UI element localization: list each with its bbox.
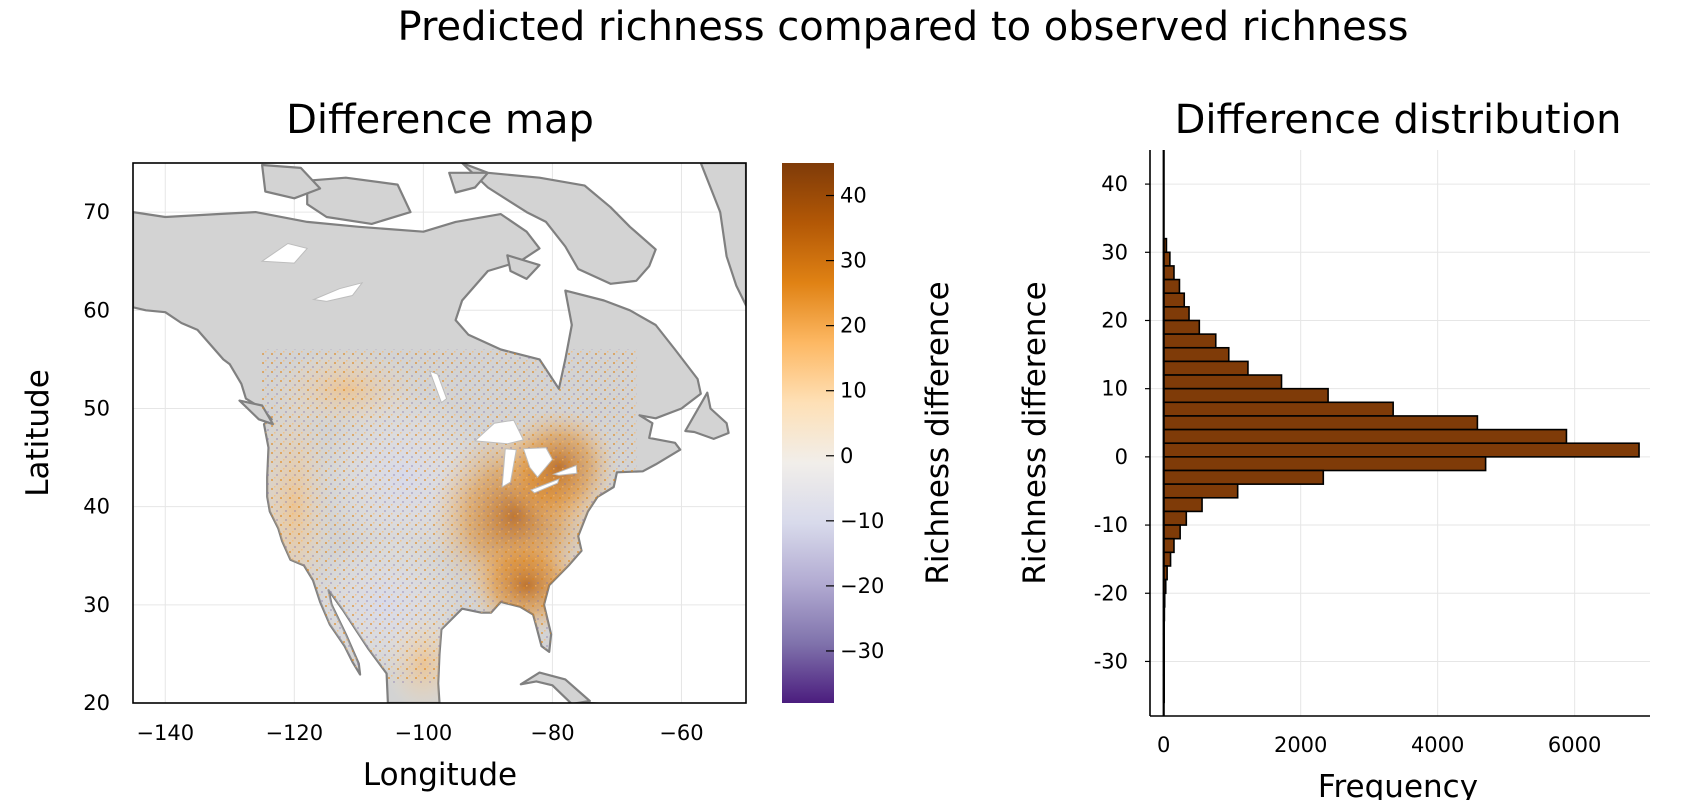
histogram-y-tick-labels: -30 -20 -10 0 10 20 30 40 (1094, 172, 1150, 673)
histogram-bar (1162, 346, 1230, 363)
land-baffin-island (461, 163, 657, 285)
map-x-tick-label: −120 (265, 721, 323, 745)
histogram-bar (1162, 510, 1188, 526)
histogram-y-tick-label: -30 (1094, 649, 1128, 673)
histogram-bar (1162, 415, 1479, 431)
lake-great-bear-lake (260, 242, 309, 264)
map-x-tick-label: −100 (395, 721, 453, 745)
histogram-x-tick-label: 4000 (1411, 733, 1464, 757)
map-richness-overlay (255, 349, 637, 703)
lake-lake-ontario (551, 464, 578, 476)
figure-title: Predicted richness compared to observed … (398, 4, 1409, 50)
histogram-y-tick-label: -20 (1094, 581, 1128, 605)
histogram-bar (1162, 278, 1181, 295)
land-newfoundland (684, 391, 730, 440)
land-southampton-island (506, 254, 541, 280)
map-y-tick-label: 30 (83, 593, 110, 617)
histogram-y-tick-label: 10 (1101, 377, 1128, 401)
difference-map-panel: Difference map (20, 97, 956, 793)
histogram-bar (1162, 524, 1181, 540)
map-lakes-layer (260, 242, 578, 494)
histogram-bar (1162, 360, 1249, 376)
colorbar-label: Richness difference (920, 281, 956, 584)
colorbar-tick-label: −20 (840, 574, 884, 598)
map-x-tick-labels: −140 −120 −100 −80 −60 (136, 721, 703, 745)
land-greenland (699, 163, 746, 307)
histogram-y-tick-label: 0 (1115, 445, 1128, 469)
histogram-y-tick-label: 20 (1101, 308, 1128, 332)
map-title: Difference map (286, 97, 594, 143)
land-somerset-island (448, 171, 489, 194)
histogram-bar (1162, 469, 1325, 485)
map-y-tick-labels: 20 30 40 50 60 70 (83, 200, 110, 715)
histogram-bars (1162, 237, 1640, 704)
map-y-tick-label: 60 (83, 298, 110, 322)
histogram-x-tick-label: 2000 (1274, 733, 1327, 757)
histogram-bar (1162, 319, 1201, 335)
histogram-bar (1162, 292, 1186, 308)
map-y-tick-label: 40 (83, 495, 110, 519)
histogram-title: Difference distribution (1175, 97, 1622, 143)
histogram-x-tick-labels: 0 2000 4000 6000 (1157, 733, 1601, 757)
histogram-bar (1162, 428, 1568, 445)
histogram-bar (1162, 387, 1329, 404)
colorbar-tick-label: −10 (840, 509, 884, 533)
map-plot-frame (132, 162, 747, 704)
difference-distribution-panel: Difference distribution 0 2000 4000 6000 -3… (1017, 97, 1650, 800)
map-y-tick-label: 20 (83, 691, 110, 715)
histogram-bar (1162, 537, 1175, 554)
histogram-bar (1162, 456, 1487, 472)
land-banks-island (261, 163, 322, 200)
histogram-y-tick-label: 40 (1101, 172, 1128, 196)
colorbar-tick-label: 30 (840, 249, 867, 273)
histogram-bar (1162, 333, 1217, 349)
lake-lake-superior (473, 419, 525, 445)
lake-great-slave-lake (311, 281, 364, 302)
colorbar-tick-label: 0 (840, 444, 853, 468)
histogram-axes (1149, 150, 1650, 717)
histogram-y-axis-label: Richness difference (1017, 281, 1053, 584)
map-y-axis-label: Latitude (20, 369, 56, 497)
lake-lake-erie (530, 478, 560, 494)
map-y-tick-label: 70 (83, 200, 110, 224)
histogram-bar (1162, 265, 1175, 281)
land-cuba (519, 671, 591, 703)
histogram-bar (1162, 306, 1190, 322)
histogram-bar (1162, 442, 1640, 458)
histogram-bar (1162, 374, 1283, 390)
colorbar-tick-label: 40 (840, 184, 867, 208)
lake-lake-winnipeg (428, 370, 448, 404)
map-x-tick-label: −140 (136, 721, 194, 745)
colorbar-tick-label: 10 (840, 379, 867, 403)
colorbar-ticks: 40 30 20 10 0 −10 −20 −30 (826, 184, 884, 663)
histogram-y-tick-label: 30 (1101, 240, 1128, 264)
colorbar-tick-label: −30 (840, 639, 884, 663)
colorbar (782, 163, 834, 703)
histogram-bar (1162, 496, 1203, 513)
colorbar-tick-label: 20 (840, 314, 867, 338)
map-y-tick-label: 50 (83, 396, 110, 420)
land-hispaniola (586, 701, 610, 703)
land-victoria-island (306, 176, 412, 225)
histogram-x-tick-label: 0 (1157, 733, 1170, 757)
map-x-tick-label: −60 (659, 721, 703, 745)
histogram-bar (1162, 483, 1239, 499)
map-x-axis-label: Longitude (363, 757, 517, 793)
histogram-bar (1162, 401, 1394, 417)
histogram-y-tick-label: -10 (1094, 513, 1128, 537)
histogram-x-tick-label: 6000 (1548, 733, 1601, 757)
lake-lake-michigan (501, 448, 517, 488)
lake-lake-huron (522, 447, 554, 478)
map-x-tick-label: −80 (530, 721, 574, 745)
histogram-x-axis-label: Frequency (1318, 769, 1478, 800)
histogram-gridlines (1150, 150, 1650, 716)
